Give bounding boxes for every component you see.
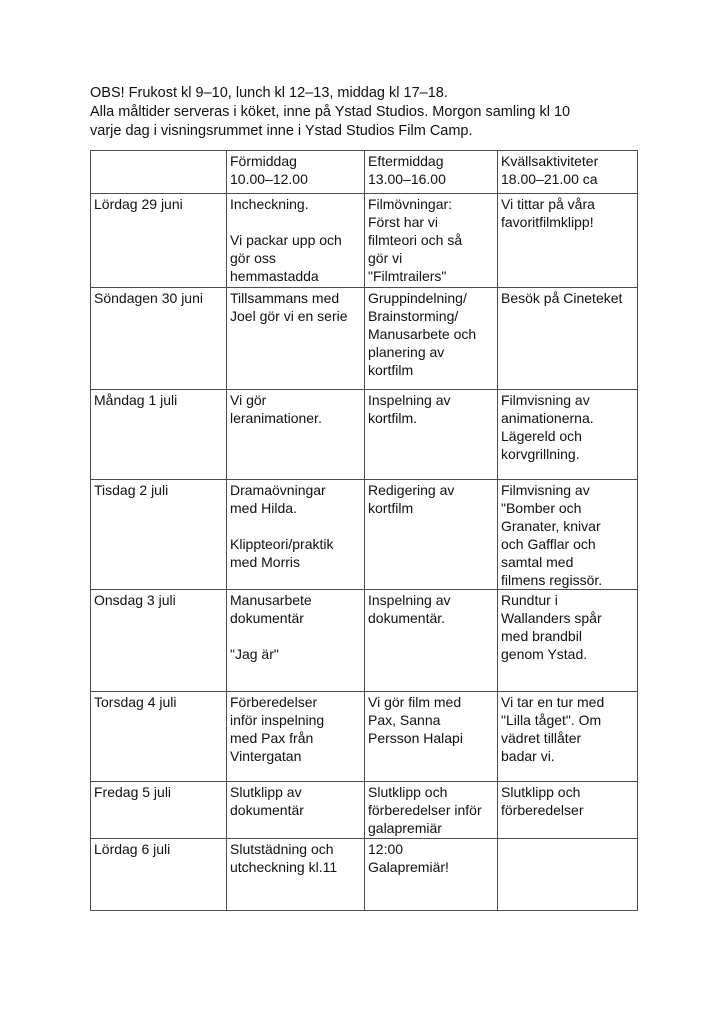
morning-cell: Förberedelser inför inspelning med Pax f… [226,691,365,782]
table-row: Fredag 5 juli Slutklipp av dokumentär Sl… [90,781,638,839]
evening-cell: Vi tar en tur med "Lilla tåget". Om vädr… [497,691,638,782]
morning-cell: Dramaövningar med Hilda. Klippteori/prak… [226,479,365,590]
header-cell-evening: Kvällsaktiviteter 18.00–21.00 ca [497,150,638,194]
morning-cell: Slutstädning och utcheckning kl.11 [226,838,365,911]
day-cell: Söndagen 30 juni [90,287,227,390]
afternoon-cell: Redigering av kortfilm [364,479,498,590]
day-cell: Onsdag 3 juli [90,589,227,692]
afternoon-cell: Vi gör film med Pax, Sanna Persson Halap… [364,691,498,782]
table-header-row: Förmiddag 10.00–12.00 Eftermiddag 13.00–… [90,150,638,194]
afternoon-cell: Filmövningar: Först har vi filmteori och… [364,193,498,288]
morning-cell: Incheckning. Vi packar upp och gör oss h… [226,193,365,288]
table-row: Lördag 29 juni Incheckning. Vi packar up… [90,193,638,288]
header-cell-afternoon: Eftermiddag 13.00–16.00 [364,150,498,194]
afternoon-cell: Inspelning av kortfilm. [364,389,498,480]
header-cell-morning: Förmiddag 10.00–12.00 [226,150,365,194]
schedule-table: Förmiddag 10.00–12.00 Eftermiddag 13.00–… [90,150,638,911]
table-row: Tisdag 2 juli Dramaövningar med Hilda. K… [90,479,638,590]
evening-cell: Filmvisning av animationerna. Lägereld o… [497,389,638,480]
evening-cell: Besök på Cineteket [497,287,638,390]
table-row: Onsdag 3 juli Manusarbete dokumentär "Ja… [90,589,638,692]
morning-cell: Vi gör leranimationer. [226,389,365,480]
evening-cell [497,838,638,911]
day-cell: Torsdag 4 juli [90,691,227,782]
header-cell-day [90,150,227,194]
intro-note: OBS! Frukost kl 9–10, lunch kl 12–13, mi… [90,85,571,139]
morning-cell: Tillsammans med Joel gör vi en serie [226,287,365,390]
table-row: Torsdag 4 juli Förberedelser inför inspe… [90,691,638,782]
day-cell: Fredag 5 juli [90,781,227,839]
table-row: Söndagen 30 juni Tillsammans med Joel gö… [90,287,638,390]
day-cell: Tisdag 2 juli [90,479,227,590]
evening-cell: Vi tittar på våra favoritfilmklipp! [497,193,638,288]
afternoon-cell: Inspelning av dokumentär. [364,589,498,692]
evening-cell: Slutklipp och förberedelser [497,781,638,839]
evening-cell: Filmvisning av "Bomber och Granater, kni… [497,479,638,590]
morning-cell: Slutklipp av dokumentär [226,781,365,839]
afternoon-cell: 12:00 Galapremiär! [364,838,498,911]
table-row: Lördag 6 juli Slutstädning och utcheckni… [90,838,638,911]
table-row: Måndag 1 juli Vi gör leranimationer. Ins… [90,389,638,480]
day-cell: Måndag 1 juli [90,389,227,480]
day-cell: Lördag 6 juli [90,838,227,911]
afternoon-cell: Slutklipp och förberedelser inför galapr… [364,781,498,839]
morning-cell: Manusarbete dokumentär "Jag är" [226,589,365,692]
afternoon-cell: Gruppindelning/ Brainstorming/ Manusarbe… [364,287,498,390]
evening-cell: Rundtur i Wallanders spår med brandbil g… [497,589,638,692]
day-cell: Lördag 29 juni [90,193,227,288]
